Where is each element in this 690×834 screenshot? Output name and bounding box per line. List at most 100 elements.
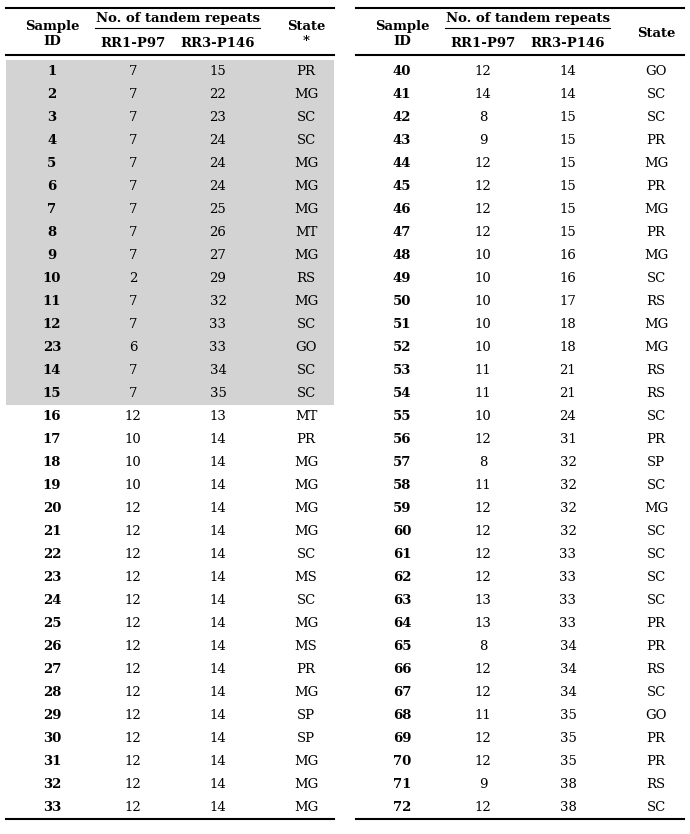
Text: 35: 35 [560,755,576,768]
Text: MG: MG [294,686,318,699]
Text: 10: 10 [475,318,491,331]
Text: MT: MT [295,226,317,239]
Text: 7: 7 [129,364,137,377]
Text: 32: 32 [560,456,576,469]
Text: 14: 14 [210,548,226,561]
Text: 33: 33 [560,548,577,561]
Bar [6,313,334,336]
Text: PR: PR [647,755,665,768]
Text: PR: PR [297,433,315,446]
Text: SC: SC [647,594,666,607]
Text: SC: SC [297,318,315,331]
Text: 51: 51 [393,318,411,331]
Text: 4: 4 [48,134,57,147]
Text: RS: RS [297,272,315,285]
Text: 24: 24 [43,594,61,607]
Text: 10: 10 [475,249,491,262]
Text: 14: 14 [43,364,61,377]
Text: SC: SC [297,134,315,147]
Text: 10: 10 [125,456,141,469]
Text: 10: 10 [43,272,61,285]
Text: 7: 7 [129,134,137,147]
Text: 10: 10 [475,341,491,354]
Text: 7: 7 [129,318,137,331]
Text: 12: 12 [125,663,141,676]
Text: 14: 14 [210,525,226,538]
Text: MG: MG [644,157,668,170]
Text: SC: SC [297,111,315,124]
Text: 25: 25 [210,203,226,216]
Text: 67: 67 [393,686,411,699]
Text: SC: SC [297,594,315,607]
Text: 33: 33 [43,801,61,814]
Text: 7: 7 [129,180,137,193]
Text: 31: 31 [43,755,61,768]
Text: 28: 28 [43,686,61,699]
Text: 12: 12 [125,502,141,515]
Text: 33: 33 [560,571,577,584]
Text: 9: 9 [48,249,57,262]
Text: 14: 14 [210,778,226,791]
Text: 10: 10 [125,479,141,492]
Text: 12: 12 [475,571,491,584]
Text: 11: 11 [475,364,491,377]
Text: 32: 32 [560,479,576,492]
Text: 45: 45 [393,180,411,193]
Text: 14: 14 [210,686,226,699]
Text: PR: PR [297,65,315,78]
Text: MG: MG [294,479,318,492]
Text: 14: 14 [210,732,226,745]
Text: PR: PR [647,134,665,147]
Text: 7: 7 [48,203,57,216]
Text: 32: 32 [560,502,576,515]
Text: 49: 49 [393,272,411,285]
Text: 26: 26 [210,226,226,239]
Bar [6,290,334,313]
Text: MG: MG [294,249,318,262]
Text: 61: 61 [393,548,411,561]
Text: 29: 29 [43,709,61,722]
Text: 12: 12 [475,801,491,814]
Text: 12: 12 [125,755,141,768]
Text: 9: 9 [479,134,487,147]
Text: 16: 16 [560,249,576,262]
Text: 54: 54 [393,387,411,400]
Text: 55: 55 [393,410,411,423]
Text: 7: 7 [129,387,137,400]
Text: 50: 50 [393,295,411,308]
Text: MG: MG [294,801,318,814]
Bar [6,60,334,83]
Text: 18: 18 [560,341,576,354]
Text: 12: 12 [43,318,61,331]
Text: 32: 32 [560,525,576,538]
Text: 24: 24 [210,157,226,170]
Text: 6: 6 [48,180,57,193]
Text: 17: 17 [560,295,576,308]
Text: 12: 12 [475,663,491,676]
Text: 12: 12 [475,157,491,170]
Text: SC: SC [647,272,666,285]
Text: 11: 11 [475,387,491,400]
Text: PR: PR [647,617,665,630]
Text: 12: 12 [475,180,491,193]
Text: 11: 11 [475,479,491,492]
Text: 3: 3 [48,111,57,124]
Text: 72: 72 [393,801,411,814]
Bar [6,129,334,152]
Text: GO: GO [645,709,667,722]
Text: 13: 13 [210,410,226,423]
Text: 12: 12 [125,640,141,653]
Text: Sample
ID: Sample ID [25,19,79,48]
Text: 22: 22 [43,548,61,561]
Text: 43: 43 [393,134,411,147]
Text: 9: 9 [479,778,487,791]
Text: PR: PR [647,732,665,745]
Bar [6,175,334,198]
Text: 21: 21 [560,364,576,377]
Text: 69: 69 [393,732,411,745]
Text: 12: 12 [475,525,491,538]
Text: 15: 15 [43,387,61,400]
Text: RR3-P146: RR3-P146 [181,37,255,50]
Text: MG: MG [644,318,668,331]
Text: RR1-P97: RR1-P97 [100,37,166,50]
